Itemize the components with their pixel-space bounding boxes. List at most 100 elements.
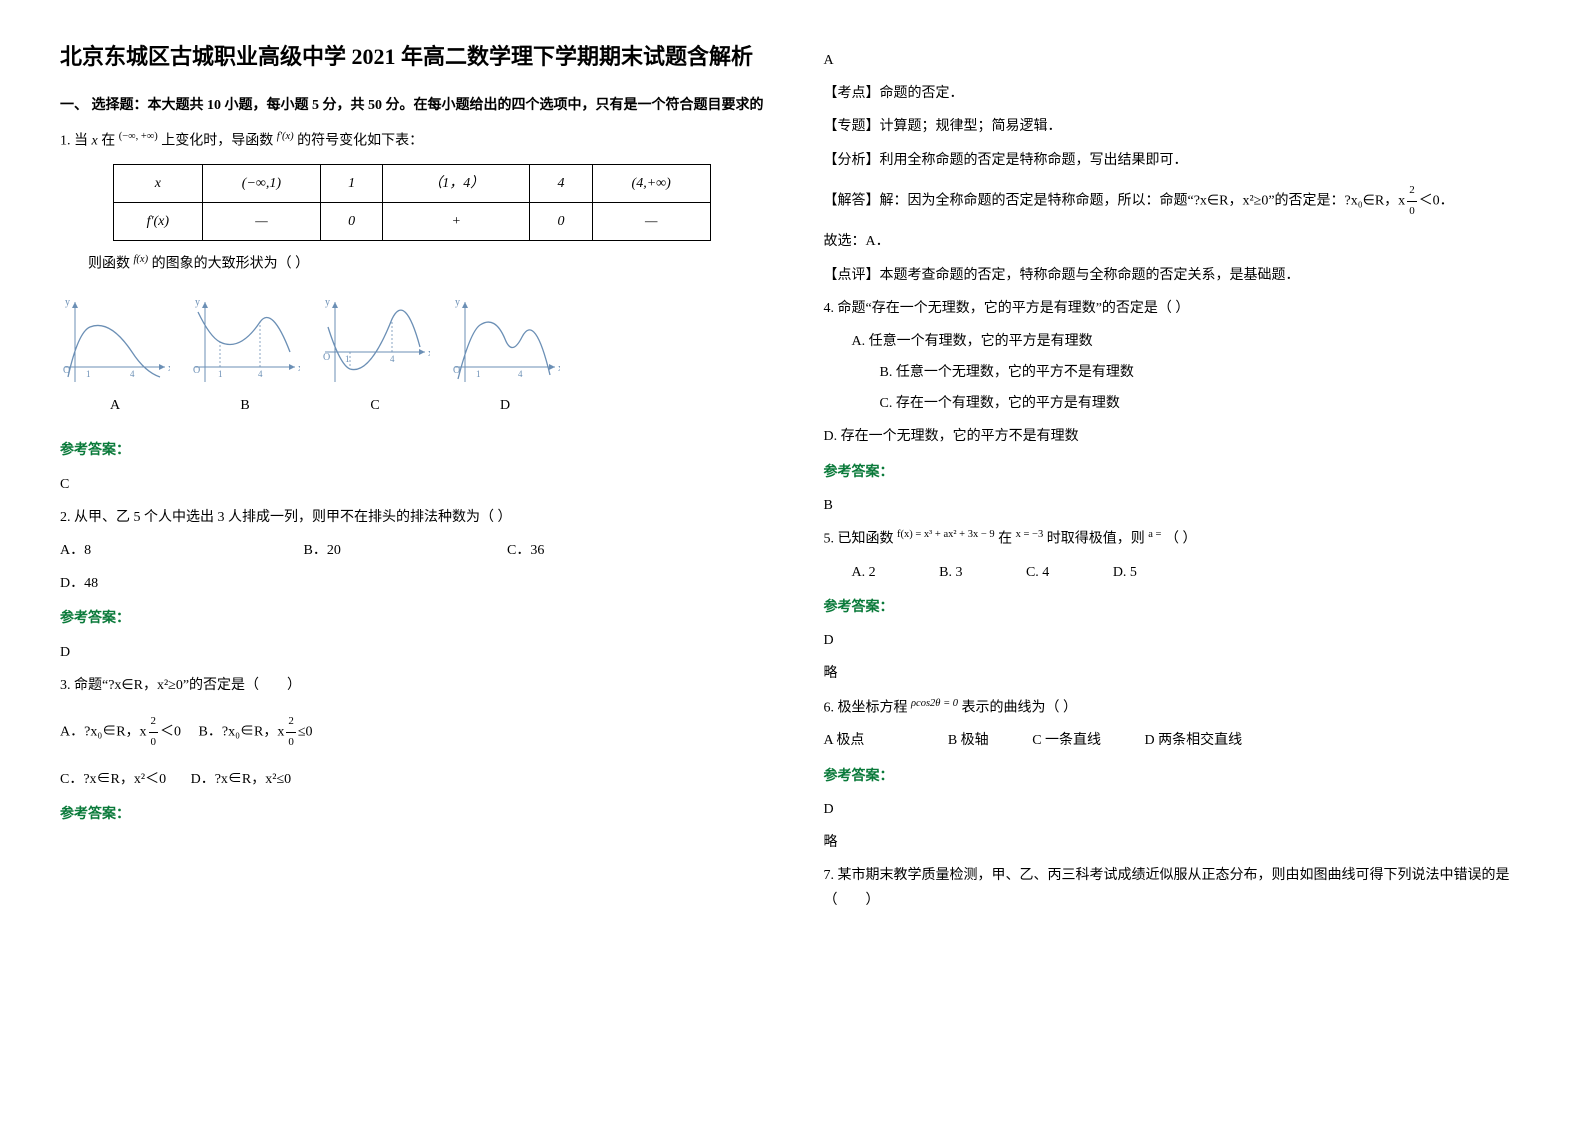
q7-text: 某市期末教学质量检测，甲、乙、丙三科考试成绩近似服从正态分布，则由如图曲线可得下… [824, 868, 1510, 908]
graph-label-a: A [60, 393, 170, 418]
svg-text:x: x [428, 348, 430, 359]
q4-number: 4. [824, 301, 835, 316]
q3b-post: ≤0 [298, 724, 313, 739]
q6-note: 略 [824, 830, 1528, 855]
q5-mid: 在 [998, 532, 1012, 547]
td: 4 [530, 165, 592, 203]
q7-number: 7. [824, 868, 835, 883]
q3-l4-sub: 0 [1407, 202, 1417, 222]
q3-stem: 3. 命题“?x∈R，x²≥0”的否定是（ ） [60, 673, 764, 698]
q5-note: 略 [824, 661, 1528, 686]
q3-opts-ab: A．?x₀∈R，x20＜0 B．?x₀∈R，x20≤0 [60, 712, 764, 753]
q1-below-end: 的图象的大致形状为（ ） [152, 257, 310, 272]
q1-text3: 上变化时，导函数 [161, 134, 273, 149]
td: (−∞,1) [202, 165, 320, 203]
svg-text:1: 1 [345, 354, 350, 364]
q2-options-row2: D．48 [60, 571, 764, 596]
q5-fx: f(x) = x³ + ax² + 3x − 9 [897, 529, 995, 540]
q1-fx: f(x) [134, 254, 149, 265]
q5-opt-b: B. 3 [939, 565, 962, 580]
svg-text:4: 4 [130, 369, 135, 379]
graph-label-b: B [190, 393, 300, 418]
q3-analysis-5: 故选：A． [824, 229, 1528, 254]
page-title: 北京东城区古城职业高级中学 2021 年高二数学理下学期期末试题含解析 [60, 40, 764, 73]
svg-text:y: y [195, 297, 200, 308]
q5-answer: D [824, 628, 1528, 653]
q3-l4-sup: 2 [1407, 181, 1417, 202]
q5-options: A. 2 B. 3 C. 4 D. 5 [824, 560, 1528, 585]
q3b-sup: 2 [286, 712, 296, 733]
q6-answer: D [824, 797, 1528, 822]
svg-text:O: O [193, 365, 200, 376]
q6-eq: ρcos2θ = 0 [911, 698, 958, 709]
q1-var: x [92, 134, 98, 149]
svg-text:1: 1 [476, 369, 481, 379]
q2-options-row1: A．8 B．20 C．36 [60, 538, 764, 563]
q5-opt-d: D. 5 [1113, 565, 1137, 580]
q4-opt-d: D. 存在一个无理数，它的平方不是有理数 [824, 424, 1528, 449]
q6-opt-a: A 极点 [824, 733, 865, 748]
q3-opts-cd: C．?x∈R，x²＜0 D．?x∈R，x²≤0 [60, 767, 764, 792]
svg-text:x: x [298, 363, 300, 374]
q1-fprime: f′(x) [277, 131, 294, 142]
td: — [202, 203, 320, 241]
graph-d: O x y 1 4 D [450, 297, 560, 418]
q4-opt-a: A. 任意一个有理数，它的平方是有理数 [824, 329, 1528, 354]
q1-domain: (−∞, +∞) [119, 131, 158, 142]
td: 0 [530, 203, 592, 241]
q3-analysis-4: 【解答】解：因为全称命题的否定是特称命题，所以：命题“?x∈R，x²≥0”的否定… [824, 181, 1528, 222]
td: 1 [320, 165, 382, 203]
td: — [592, 203, 710, 241]
q5-opt-c: C. 4 [1026, 565, 1049, 580]
answer-label-5: 参考答案： [824, 595, 1528, 620]
graph-label-d: D [450, 393, 560, 418]
q4-opt-b: B. 任意一个无理数，它的平方不是有理数 [824, 360, 1528, 385]
q4-opt-c: C. 存在一个有理数，它的平方是有理数 [824, 391, 1528, 416]
q1-text4: 的符号变化如下表： [297, 134, 423, 149]
section-heading: 一、 选择题：本大题共 10 小题，每小题 5 分，共 50 分。在每小题给出的… [60, 93, 764, 118]
svg-text:y: y [455, 297, 460, 308]
q3a-post: ＜0 [160, 724, 181, 739]
q5-opt-a: A. 2 [852, 565, 876, 580]
q6-opt-c: C 一条直线 [1032, 733, 1101, 748]
q4-stem: 4. 命题“存在一个无理数，它的平方是有理数”的否定是（ ） [824, 296, 1528, 321]
q1-below-text: 则函数 [88, 257, 130, 272]
graph-c: O x y 1 4 C [320, 297, 430, 418]
q3-analysis-6: 【点评】本题考查命题的否定，特称命题与全称命题的否定关系，是基础题． [824, 263, 1528, 288]
q1-below: 则函数 f(x) 的图象的大致形状为（ ） [60, 251, 764, 277]
q2-opt-b: B．20 [304, 538, 504, 563]
q1-sign-table: x (−∞,1) 1 （1，4） 4 (4,+∞) f′(x) — 0 + 0 … [113, 164, 711, 241]
q7-stem: 7. 某市期末教学质量检测，甲、乙、丙三科考试成绩近似服从正态分布，则由如图曲线… [824, 863, 1528, 913]
q3-number: 3. [60, 678, 71, 693]
td: 0 [320, 203, 382, 241]
answer-label-6: 参考答案： [824, 764, 1528, 789]
answer-label-2: 参考答案： [60, 606, 764, 631]
svg-text:y: y [325, 297, 330, 308]
svg-text:x: x [168, 363, 170, 374]
q5-number: 5. [824, 532, 835, 547]
q6-end: 表示的曲线为（ ） [962, 700, 1078, 715]
q5-param: a = [1148, 529, 1161, 540]
q2-text: 从甲、乙 5 个人中选出 3 人排成一列，则甲不在排头的排法种数为（ ） [74, 510, 512, 525]
q6-pre: 极坐标方程 [838, 700, 908, 715]
td: （1，4） [383, 165, 530, 203]
answer-label-3: 参考答案： [60, 802, 764, 827]
q3-analysis-1: 【考点】命题的否定． [824, 81, 1528, 106]
q3a-pre: A．?x₀∈R，x [60, 724, 147, 739]
q6-options: A 极点 B 极轴 C 一条直线 D 两条相交直线 [824, 728, 1528, 753]
answer-label-4: 参考答案： [824, 460, 1528, 485]
left-column: 北京东城区古城职业高级中学 2021 年高二数学理下学期期末试题含解析 一、 选… [60, 40, 764, 922]
q1-stem: 1. 当 x 在 (−∞, +∞) 上变化时，导函数 f′(x) 的符号变化如下… [60, 128, 764, 154]
q2-number: 2. [60, 510, 71, 525]
q6-stem: 6. 极坐标方程 ρcos2θ = 0 表示的曲线为（ ） [824, 695, 1528, 721]
svg-text:1: 1 [218, 369, 223, 379]
q5-pre: 已知函数 [838, 532, 894, 547]
q6-opt-d: D 两条相交直线 [1145, 733, 1243, 748]
q4-text: 命题“存在一个无理数，它的平方是有理数”的否定是（ ） [838, 301, 1190, 316]
q6-opt-b: B 极轴 [948, 733, 989, 748]
q1-number: 1. [60, 134, 71, 149]
q2-opt-a: A．8 [60, 538, 300, 563]
q2-stem: 2. 从甲、乙 5 个人中选出 3 人排成一列，则甲不在排头的排法种数为（ ） [60, 505, 764, 530]
q3-analysis-3: 【分析】利用全称命题的否定是特称命题，写出结果即可． [824, 148, 1528, 173]
q1-graphs: O x y 1 4 A O x y 1 [60, 297, 764, 418]
